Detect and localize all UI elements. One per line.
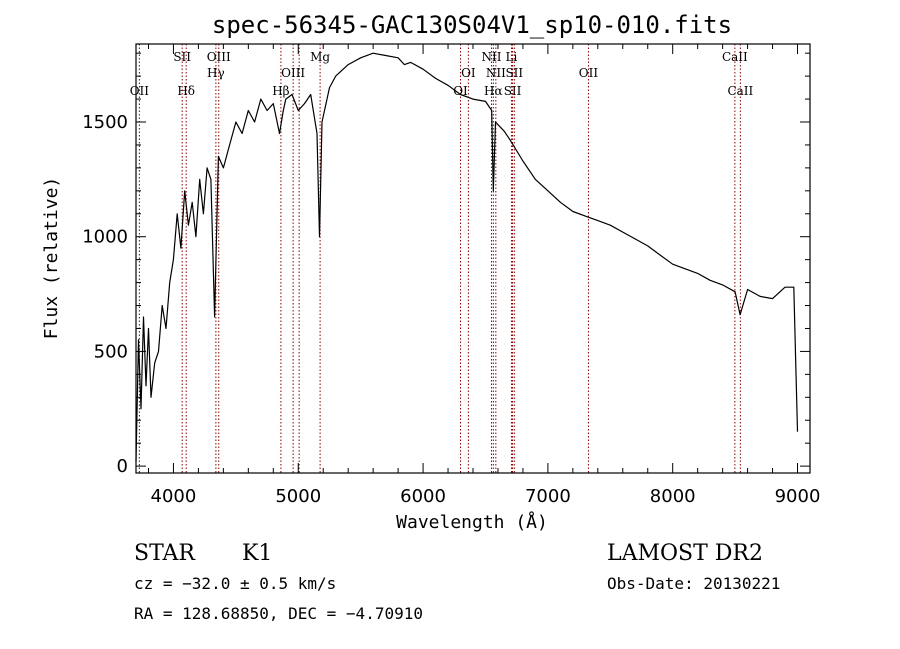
marker-label-12: Hα bbox=[484, 84, 503, 98]
spectrum-line bbox=[135, 52, 799, 462]
y-axis-ticks bbox=[136, 52, 810, 467]
x-tick-label-5000: 5000 bbox=[275, 486, 321, 507]
marker-label-15: SII bbox=[504, 84, 522, 98]
marker-label-2: Hδ bbox=[177, 84, 195, 98]
marker-label-8: Mg bbox=[310, 50, 330, 64]
marker-label-1: SII bbox=[173, 50, 191, 64]
marker-label-4: OIII bbox=[207, 50, 231, 64]
object-subclass: K1 bbox=[242, 541, 272, 566]
marker-label-13: NII bbox=[486, 66, 506, 80]
y-tick-label-0: 0 bbox=[117, 456, 128, 477]
marker-label-10: OI bbox=[461, 66, 476, 80]
y-tick-label-1500: 1500 bbox=[82, 112, 128, 133]
plot-frame bbox=[135, 43, 811, 474]
marker-label-18: CaII bbox=[722, 50, 748, 64]
survey-name: LAMOST DR2 bbox=[607, 541, 763, 566]
y-axis-label: Flux (relative) bbox=[41, 177, 62, 340]
y-tick-label-1000: 1000 bbox=[82, 227, 128, 248]
x-axis-ticks bbox=[147, 44, 799, 473]
x-axis-tick-labels: 4000 5000 6000 7000 8000 9000 bbox=[151, 486, 821, 507]
marker-label-6: OIII bbox=[281, 66, 305, 80]
coordinates-readout: RA = 128.68850, DEC = −4.70910 bbox=[134, 604, 423, 623]
object-class: STAR bbox=[134, 541, 196, 566]
redshift-readout: cz = −32.0 ± 0.5 km/s bbox=[134, 574, 336, 593]
emission-line-markers bbox=[138, 44, 741, 473]
marker-label-19: CaII bbox=[727, 84, 753, 98]
x-tick-label-8000: 8000 bbox=[650, 486, 696, 507]
x-tick-label-7000: 7000 bbox=[525, 486, 571, 507]
emission-line-labels: OIISIIHδHγOIIIHβOIIIMgOIOINIIHαNIILiSIIS… bbox=[130, 50, 754, 98]
y-axis-tick-labels: 0 500 1000 1500 bbox=[82, 112, 128, 477]
x-tick-label-9000: 9000 bbox=[775, 486, 821, 507]
marker-label-5: Hβ bbox=[272, 84, 289, 98]
x-tick-label-6000: 6000 bbox=[400, 486, 446, 507]
marker-label-16: SII bbox=[505, 66, 523, 80]
marker-label-3: Hγ bbox=[207, 66, 225, 80]
y-tick-label-500: 500 bbox=[94, 341, 128, 362]
x-tick-label-4000: 4000 bbox=[151, 486, 197, 507]
observation-date: Obs-Date: 20130221 bbox=[607, 574, 780, 593]
marker-label-14: Li bbox=[506, 50, 518, 64]
x-axis-label: Wavelength (Å) bbox=[396, 511, 548, 533]
chart-title: spec-56345-GAC130S04V1_sp10-010.fits bbox=[212, 11, 732, 39]
marker-label-11: NII bbox=[481, 50, 501, 64]
marker-label-17: OII bbox=[579, 66, 599, 80]
marker-label-0: OII bbox=[130, 84, 150, 98]
marker-label-9: OI bbox=[453, 84, 468, 98]
